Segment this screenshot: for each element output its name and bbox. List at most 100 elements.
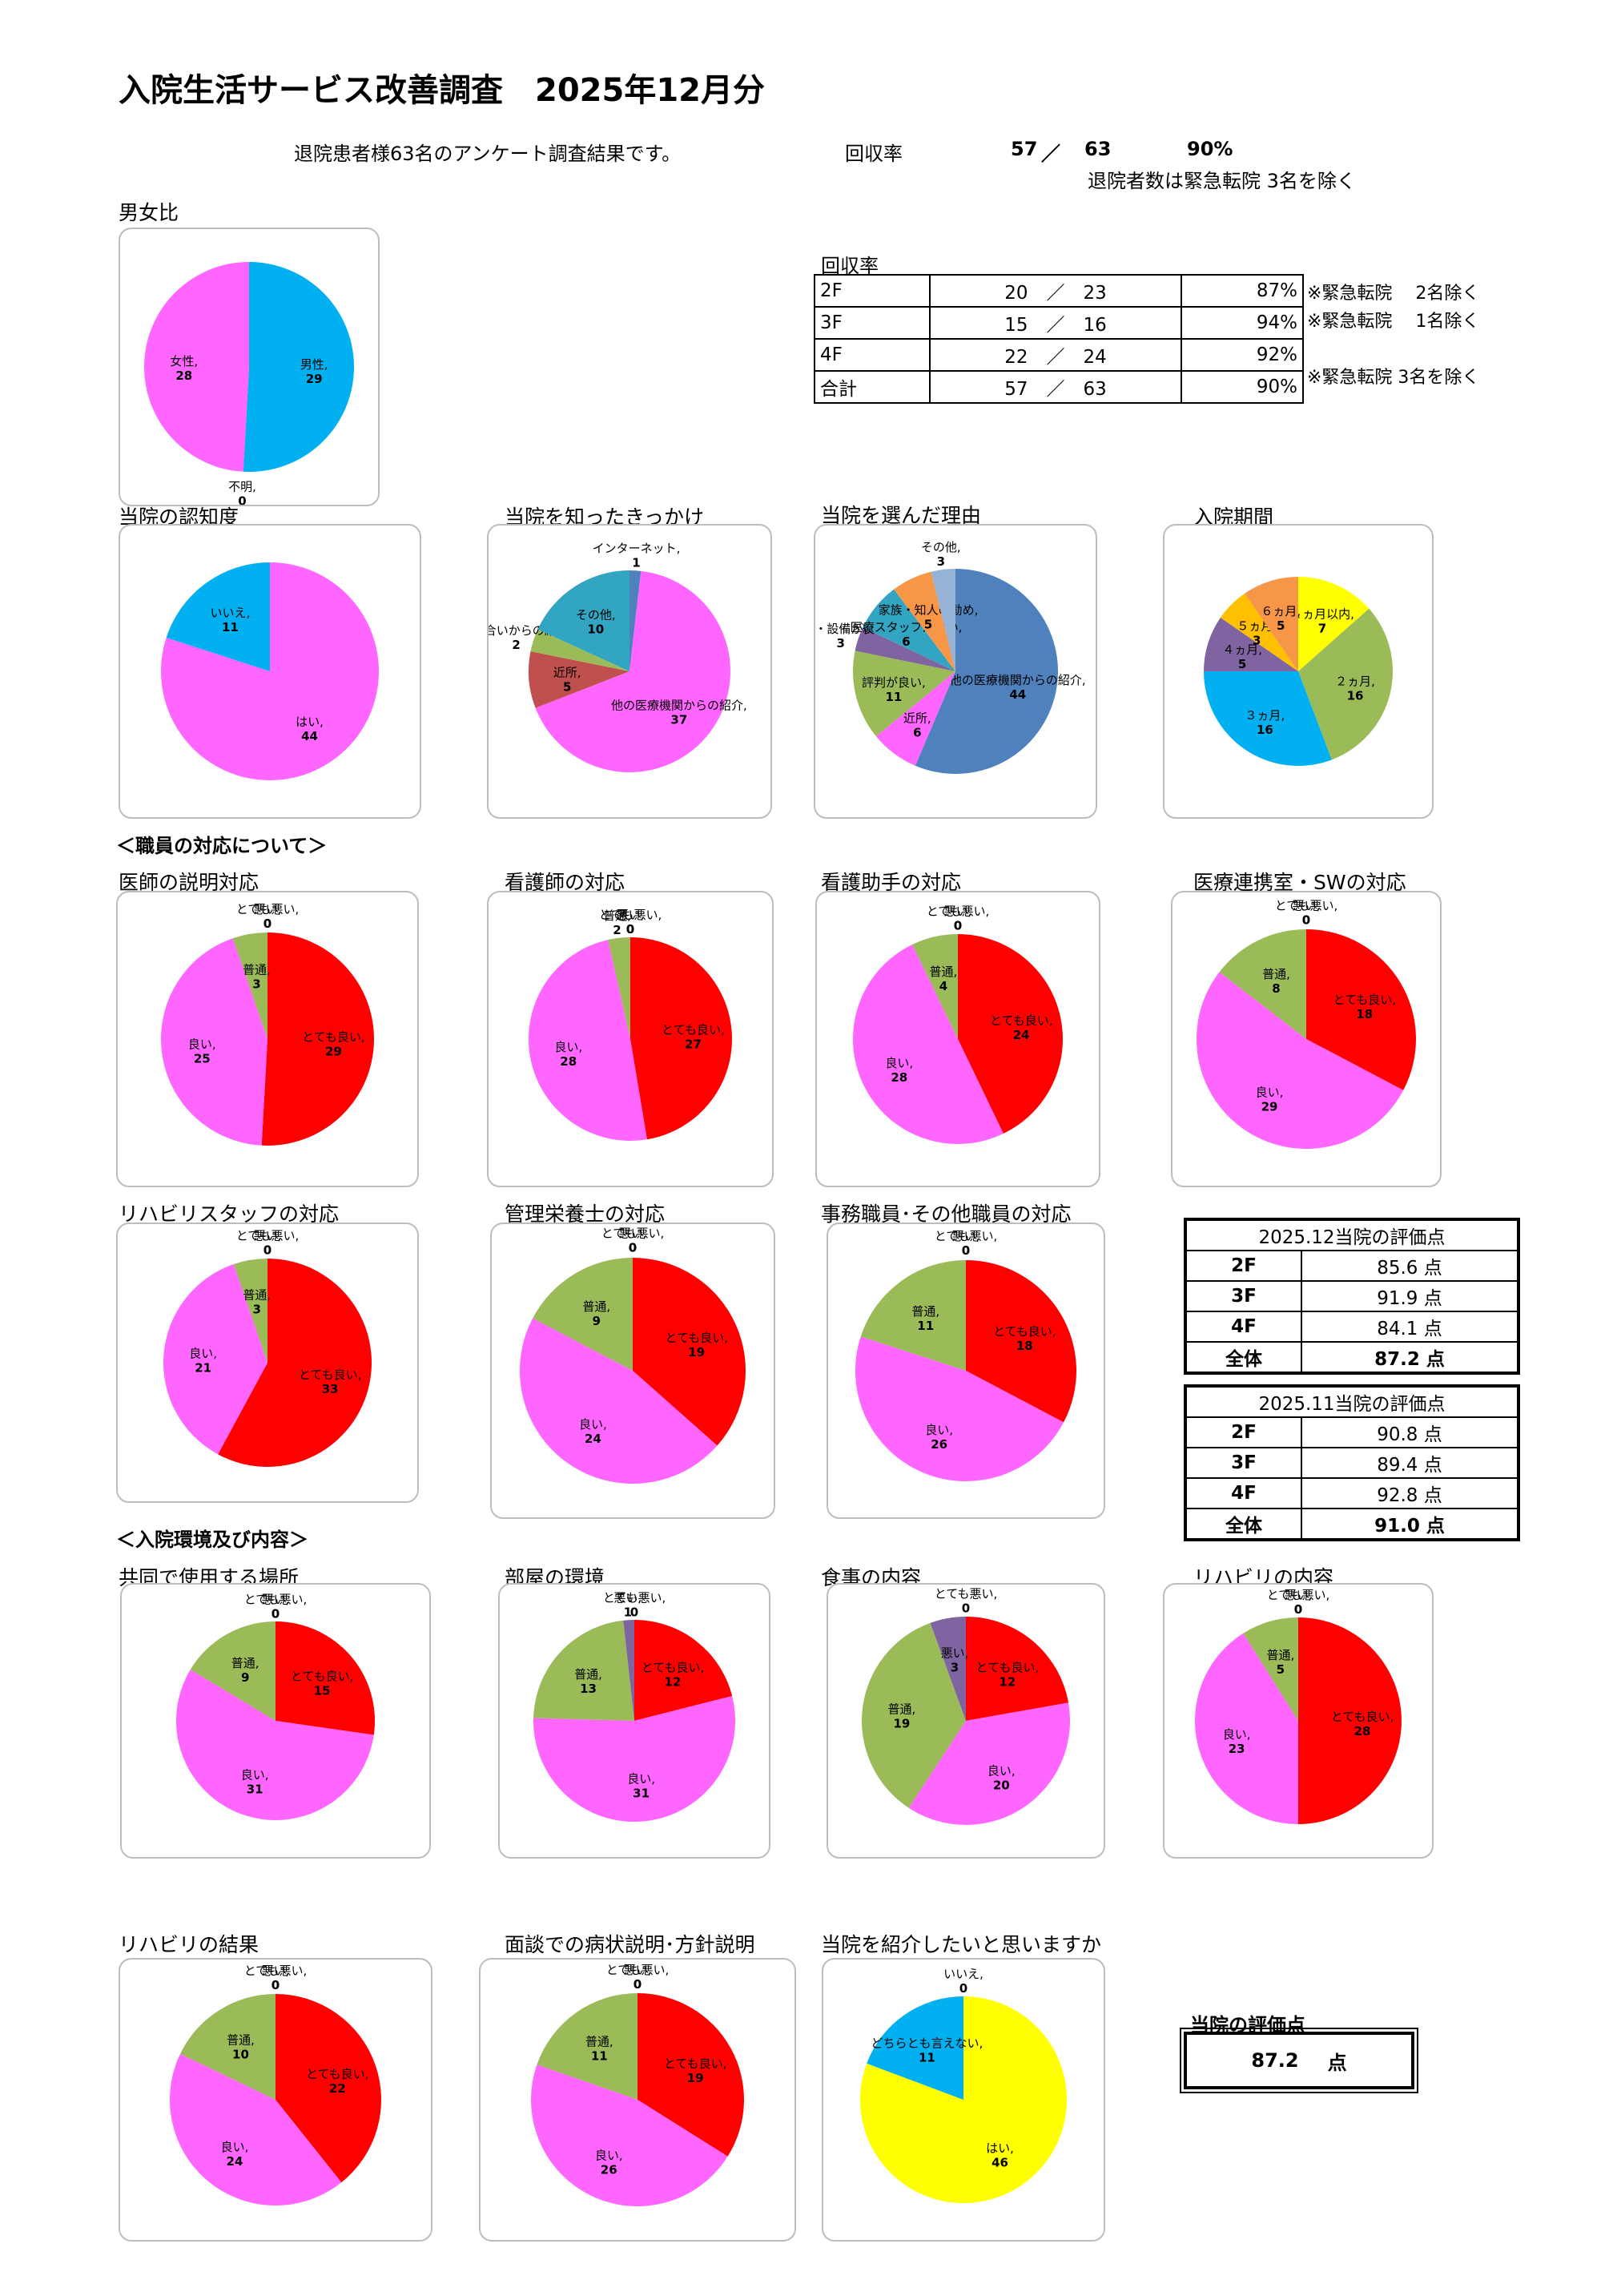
pie-slice: [170, 2053, 342, 2205]
slice-label: とても悪い, 0: [236, 902, 300, 931]
slice-label: とても悪い, 0: [935, 1587, 998, 1616]
slice-label: 近所, 5: [553, 666, 581, 695]
recovery-table: 2F 20 ／ 23 87% 3F 15 ／ 16 94% 4F 22 ／ 24…: [814, 274, 1304, 404]
slice-label: 他の医療機関からの紹介, 44: [950, 673, 1086, 702]
slice-label: ６ヵ月, 5: [1261, 604, 1301, 633]
pie-slice: [1204, 671, 1332, 766]
slice-label: 悪い, 0: [254, 1229, 282, 1258]
chart-title: リハビリスタッフの対応: [119, 1202, 340, 1226]
pie-slice: [261, 932, 375, 1146]
floor-cell: 4F: [1185, 1477, 1302, 1509]
score-cell: 91.9 点: [1301, 1280, 1519, 1312]
pie-slice: [853, 651, 955, 736]
slice-label: 女性, 28: [170, 354, 198, 383]
chart-frame-meal: とても良い, 12 良い, 20 普通, 19 悪い, 3 とても悪い, 0: [827, 1583, 1105, 1859]
pie-slice: [535, 570, 730, 772]
recovery-note: ※緊急転院 1名除く: [1307, 312, 1480, 332]
slice-label: とても良い, 18: [1333, 993, 1396, 1021]
pie-slice: [180, 1994, 276, 2100]
pie-slice: [855, 627, 955, 671]
chart-frame-trigger: インターネット, 1 他の医療機関からの紹介, 37 近所, 5 知り合いからの紹介, 2 その…: [487, 524, 772, 819]
slice-label: 悪い, 0: [944, 904, 972, 932]
slice-label: 普通, 13: [574, 1667, 602, 1696]
pie-slice: [537, 1993, 638, 2100]
slice-label: とても良い, 15: [291, 1670, 354, 1698]
slice-label: 良い, 29: [1256, 1085, 1284, 1114]
slice-label: ３ヵ月, 16: [1245, 708, 1285, 737]
slice-label: 他の医療機関からの紹介, 37: [611, 699, 747, 727]
slice-label: とても悪い, 0: [1275, 898, 1338, 927]
pie-slice: [276, 1994, 381, 2183]
floor-cell: 4F: [1185, 1311, 1302, 1343]
score-table-nov: 2025.11当院の評価点 2F 90.8 点 3F 89.4 点 4F 92.8 点…: [1184, 1384, 1520, 1541]
chart-frame-rehab-result: とても良い, 22 良い, 24 普通, 10 悪い, 0 とても悪い, 0: [119, 1958, 432, 2242]
score-table-title: 2025.11当院の評価点: [1185, 1385, 1519, 1418]
slice-label: 悪い, 0: [1285, 1588, 1313, 1617]
slice-label: 普通, 5: [1266, 1648, 1294, 1677]
slice-label: 普通, 4: [930, 965, 958, 993]
chart-title: 当院を選んだ理由: [821, 504, 982, 527]
score-table-dec: 2025.12当院の評価点 2F 85.6 点 3F 91.9 点 4F 84.1 点…: [1184, 1218, 1520, 1375]
slice-label: 普通, 3: [243, 1287, 271, 1316]
chart-frame-rehab-content: とても良い, 28 良い, 23 普通, 5 悪い, 0 とても悪い, 0: [1163, 1583, 1434, 1859]
pie-slice: [531, 2064, 728, 2206]
final-score-box: 87.2 点: [1180, 2028, 1418, 2093]
table-row: 4F 22 ／ 24 92%: [814, 338, 1304, 372]
slice-label: 普通, 8: [1262, 967, 1290, 996]
slice-label: 良い, 31: [241, 1767, 269, 1796]
final-score-value: 87.2: [1251, 2049, 1299, 2072]
slice-label: とても悪い, 0: [935, 1229, 998, 1258]
slice-label: はい, 46: [986, 2141, 1014, 2170]
slice-label: とても悪い, 0: [244, 1964, 308, 1992]
pie-slice: [1243, 1617, 1298, 1721]
pie-slice: [1204, 617, 1298, 671]
chart-frame-period: １ヵ月以内, 7 ２ヵ月, 16 ３ヵ月, 16 ４ヵ月, 5 ５ヵ月, 3 ６ヵ月, 5: [1163, 524, 1434, 819]
pie-slice: [537, 570, 629, 671]
score-cell: 87.2 点: [1301, 1341, 1519, 1374]
slice-label: 良い, 24: [579, 1417, 607, 1446]
score-cell: 92.8 点: [1301, 1477, 1519, 1509]
chart-frame-gender: 男性, 29 不明, 0 女性, 28: [119, 228, 380, 506]
slice-label: いいえ, 0: [943, 1967, 983, 1996]
slice-label: とても悪い, 0: [927, 904, 990, 932]
slice-label: とても良い, 24: [990, 1013, 1053, 1042]
chart-title: 男女比: [119, 201, 179, 224]
rate-collected: 57: [1011, 138, 1038, 160]
chart-frame-assistant: とても良い, 24 良い, 28 普通, 4 悪い, 0 とても悪い, 0: [815, 891, 1100, 1187]
chart-title: リハビリの結果: [119, 1933, 259, 1956]
slice-label: 普通, 19: [888, 1702, 916, 1731]
slice-label: 悪い, 0: [619, 1227, 647, 1255]
slice-label: とても良い, 19: [664, 2056, 727, 2085]
pie-chart: はい, 44 いいえ, 11: [161, 562, 380, 780]
table-row: 2F 90.8 点: [1185, 1416, 1519, 1448]
score-cell: 89.4 点: [1301, 1447, 1519, 1479]
percent-cell: 94%: [1181, 306, 1304, 340]
slice-label: 普通, 9: [582, 1299, 610, 1328]
chart-title: 看護師の対応: [505, 871, 625, 894]
pie-slice: [855, 1336, 1064, 1481]
slice-label: とても良い, 22: [306, 2067, 369, 2096]
pie-slice: [533, 1620, 634, 1721]
slice-label: 良い, 28: [885, 1056, 913, 1085]
slice-label: どちらとも言えない, 11: [871, 2036, 983, 2064]
count-cell: 57 ／ 63: [929, 370, 1182, 404]
pie-slice: [863, 589, 955, 671]
table-row: 2F 85.6 点: [1185, 1250, 1519, 1282]
slice-label: その他, 3: [921, 540, 961, 569]
pie-slice: [894, 571, 955, 671]
score-cell: 85.6 点: [1301, 1250, 1519, 1282]
summary-text: 退院患者様63名のアンケート調査結果です。: [294, 143, 682, 165]
slice-label: 普通, 9: [231, 1656, 259, 1685]
chart-frame-reason: 他の医療機関からの紹介, 44 近所, 6 評判が良い, 11 施設・設備が良い, 3 医療スタ…: [814, 524, 1097, 819]
slice-label: 悪い, 0: [254, 902, 282, 931]
slice-label: はい, 44: [296, 715, 324, 743]
pie-slice: [232, 932, 267, 1039]
table-row: 全体 87.2 点: [1185, 1341, 1519, 1374]
